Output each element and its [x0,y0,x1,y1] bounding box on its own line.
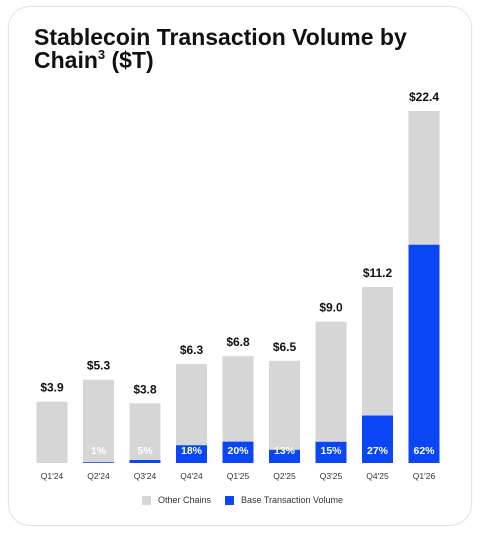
x-tick-label: Q2'24 [87,471,110,481]
base-share-label: 18% [181,445,203,457]
total-value-label: $6.8 [226,335,250,349]
bar-base-volume [176,445,207,463]
bar-other-chains [83,379,114,463]
x-tick-label: Q3'25 [320,471,343,481]
legend-item-other-chains: Other Chains [141,495,211,505]
x-tick-label: Q3'24 [134,471,157,481]
base-share-label: 13% [274,445,296,457]
legend-swatch-base [224,495,234,505]
x-tick-label: Q4'24 [180,471,203,481]
base-share-label: 20% [227,445,249,457]
bar-other-chains [36,401,68,463]
bar-base-volume [83,462,114,463]
bar-other-chains [222,356,254,442]
x-tick-label: Q4'25 [366,471,389,481]
bar-base-volume [362,415,393,463]
bar-other-chains [362,287,393,416]
legend: Other Chains Base Transaction Volume [0,495,485,505]
total-value-label: $6.3 [180,343,204,357]
base-share-label: 62% [413,445,435,457]
legend-swatch-other-chains [141,495,151,505]
total-value-label: $5.3 [87,359,111,373]
total-value-label: $3.8 [133,382,157,396]
title-main: Stablecoin Transaction Volume by Chain [34,24,407,73]
chart-title: Stablecoin Transaction Volume by Chain3 … [34,26,434,72]
total-value-label: $11.2 [363,266,393,280]
title-unit: ($T) [111,47,154,73]
bar-base-volume [222,441,254,463]
x-tick-label: Q1'25 [227,471,250,481]
legend-label-other-chains: Other Chains [157,495,211,505]
bar-base-volume [408,244,440,463]
bar-base-volume [315,441,347,463]
bar-other-chains [129,403,161,461]
legend-item-base: Base Transaction Volume [224,495,344,505]
bar-other-chains [408,111,440,245]
title-footnote-marker: 3 [97,47,106,62]
total-value-label: $9.0 [319,301,343,315]
base-share-label: 27% [367,445,389,457]
legend-label-base: Base Transaction Volume [240,495,344,505]
total-value-label: $3.9 [40,381,64,395]
x-tick-label: Q1'24 [41,471,64,481]
total-value-label: $6.5 [273,340,297,354]
bar-other-chains [269,360,300,450]
base-share-label: 1% [91,445,107,457]
bar-base-volume [129,460,161,463]
bar-other-chains [315,321,347,442]
base-share-label: 5% [137,445,153,457]
x-tick-label: Q2'25 [273,471,296,481]
total-value-label: $22.4 [409,90,439,104]
bar-base-volume [269,449,300,463]
x-tick-label: Q1'26 [413,471,436,481]
base-share-label: 15% [320,445,342,457]
bar-other-chains [176,364,207,446]
